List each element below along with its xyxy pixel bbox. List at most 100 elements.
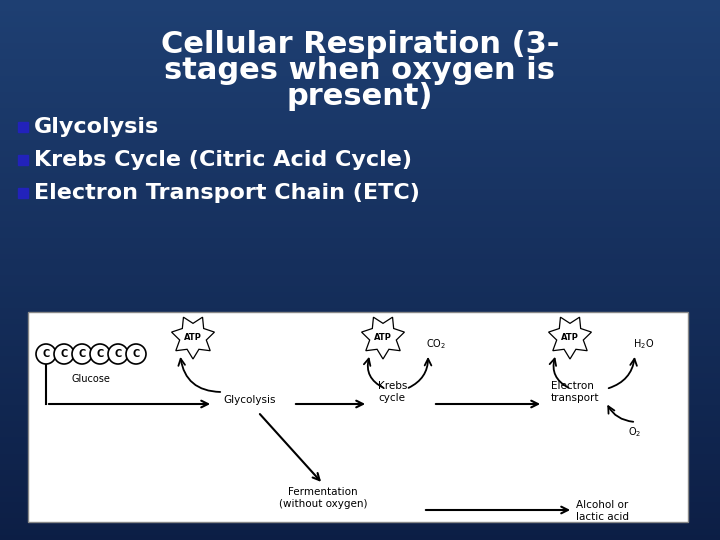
Bar	[0, 243, 720, 248]
Bar	[0, 146, 720, 151]
Text: O$_2$: O$_2$	[628, 425, 642, 439]
Text: present): present)	[287, 82, 433, 111]
Bar	[0, 292, 720, 297]
Bar	[0, 389, 720, 394]
Bar	[0, 27, 720, 32]
Bar	[0, 32, 720, 38]
Bar	[0, 410, 720, 416]
Bar	[0, 5, 720, 11]
Bar	[0, 373, 720, 378]
Bar	[0, 421, 720, 427]
Text: Krebs
cycle: Krebs cycle	[378, 381, 408, 403]
Bar	[0, 70, 720, 76]
Text: Krebs Cycle (Citric Acid Cycle): Krebs Cycle (Citric Acid Cycle)	[34, 150, 412, 170]
Text: stages when oxygen is: stages when oxygen is	[164, 56, 556, 85]
Bar	[0, 400, 720, 405]
Bar	[0, 367, 720, 373]
Bar	[18, 188, 28, 198]
Text: C: C	[78, 349, 86, 359]
Bar	[0, 518, 720, 524]
Bar	[0, 238, 720, 243]
Text: Glycolysis: Glycolysis	[34, 117, 159, 137]
Bar	[0, 394, 720, 400]
Bar	[0, 362, 720, 367]
Bar	[0, 194, 720, 200]
Bar	[0, 486, 720, 491]
Bar	[0, 92, 720, 97]
Circle shape	[90, 344, 110, 364]
Circle shape	[72, 344, 92, 364]
Bar	[0, 513, 720, 518]
Bar	[0, 297, 720, 302]
Bar	[0, 497, 720, 502]
Bar	[0, 205, 720, 211]
Bar	[0, 481, 720, 486]
Bar	[0, 470, 720, 475]
Bar	[0, 124, 720, 130]
Bar	[0, 254, 720, 259]
Bar	[0, 11, 720, 16]
Text: Electron Transport Chain (ETC): Electron Transport Chain (ETC)	[34, 183, 420, 203]
Text: Alcohol or
lactic acid: Alcohol or lactic acid	[576, 500, 629, 522]
Bar	[0, 86, 720, 92]
Bar	[0, 151, 720, 157]
Bar	[0, 49, 720, 54]
Bar	[0, 448, 720, 454]
Bar	[0, 167, 720, 173]
Bar	[0, 232, 720, 238]
Circle shape	[36, 344, 56, 364]
Bar	[0, 189, 720, 194]
Bar	[0, 454, 720, 459]
Bar	[0, 340, 720, 346]
Bar	[0, 16, 720, 22]
Bar	[0, 43, 720, 49]
Bar	[0, 270, 720, 275]
Text: Electron
transport: Electron transport	[551, 381, 600, 403]
Text: ATP: ATP	[561, 333, 579, 341]
Bar	[0, 524, 720, 529]
Bar	[0, 65, 720, 70]
Bar	[0, 329, 720, 335]
Bar	[0, 302, 720, 308]
Bar	[0, 81, 720, 86]
Text: C: C	[96, 349, 104, 359]
Bar	[0, 248, 720, 254]
Bar	[0, 119, 720, 124]
Bar	[0, 140, 720, 146]
Bar	[0, 221, 720, 227]
Bar	[0, 54, 720, 59]
Text: C: C	[60, 349, 68, 359]
Bar	[28, 312, 688, 522]
Bar	[0, 178, 720, 184]
Bar	[0, 173, 720, 178]
Text: H$_2$O: H$_2$O	[633, 337, 654, 351]
Bar	[0, 335, 720, 340]
Bar	[0, 22, 720, 27]
Circle shape	[54, 344, 74, 364]
Bar	[0, 432, 720, 437]
Text: C: C	[114, 349, 122, 359]
Bar	[0, 346, 720, 351]
Bar	[0, 383, 720, 389]
Bar	[0, 130, 720, 135]
Bar	[0, 475, 720, 481]
Bar	[0, 313, 720, 319]
Bar	[0, 459, 720, 464]
Bar	[0, 97, 720, 103]
Bar	[18, 122, 28, 132]
Bar	[0, 275, 720, 281]
Text: Fermentation
(without oxygen): Fermentation (without oxygen)	[279, 487, 367, 509]
Polygon shape	[171, 317, 215, 359]
Bar	[0, 113, 720, 119]
Bar	[0, 535, 720, 540]
Bar	[0, 227, 720, 232]
Bar	[0, 491, 720, 497]
Bar	[0, 416, 720, 421]
Bar	[0, 157, 720, 162]
Text: C: C	[42, 349, 50, 359]
Bar	[0, 427, 720, 432]
Bar	[0, 464, 720, 470]
Bar	[0, 265, 720, 270]
Bar	[0, 216, 720, 221]
Text: ATP: ATP	[184, 333, 202, 341]
